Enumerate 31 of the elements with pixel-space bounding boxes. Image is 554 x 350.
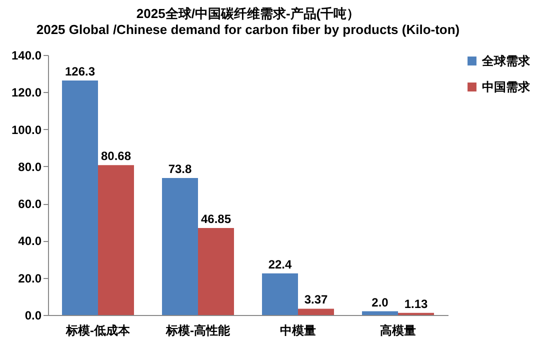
x-tick-label: 标模-高性能: [165, 324, 231, 338]
x-tick-label: 标模-低成本: [65, 324, 131, 338]
data-label: 3.37: [304, 292, 328, 307]
chart-subtitle: 2025 Global /Chinese demand for carbon fiber by products (Kilo-ton): [36, 22, 460, 37]
chart-title: 2025全球/中国碳纤维需求-产品(千吨）: [136, 6, 360, 21]
y-tick-label: 140.0: [11, 48, 42, 62]
y-tick-label: 100.0: [11, 122, 42, 137]
data-label: 126.3: [64, 64, 96, 78]
bar: [198, 228, 234, 315]
y-tick-label: 0.0: [24, 308, 42, 322]
data-label: 2.0: [372, 295, 389, 310]
bar: [62, 80, 98, 315]
y-tick-label: 20.0: [18, 271, 42, 286]
x-tick-label: 中模量: [280, 324, 316, 338]
legend-label: 全球需求: [481, 54, 531, 68]
y-tick-label: 40.0: [18, 234, 42, 248]
y-tick-label: 60.0: [18, 197, 42, 212]
y-tick-label: 80.0: [18, 160, 42, 174]
data-label: 1.13: [404, 296, 428, 311]
x-tick-label: 高模量: [380, 324, 416, 338]
y-tick-label: 120.0: [11, 86, 42, 100]
legend-label: 中国需求: [482, 80, 531, 94]
data-label: 22.4: [268, 257, 292, 272]
data-label: 46.85: [200, 212, 232, 226]
bar: [298, 308, 334, 315]
bar: [362, 311, 398, 315]
data-label: 73.8: [168, 162, 192, 176]
bar: [162, 178, 198, 315]
bar: [98, 165, 134, 315]
bar: [262, 273, 298, 315]
data-label: 80.68: [100, 149, 132, 164]
